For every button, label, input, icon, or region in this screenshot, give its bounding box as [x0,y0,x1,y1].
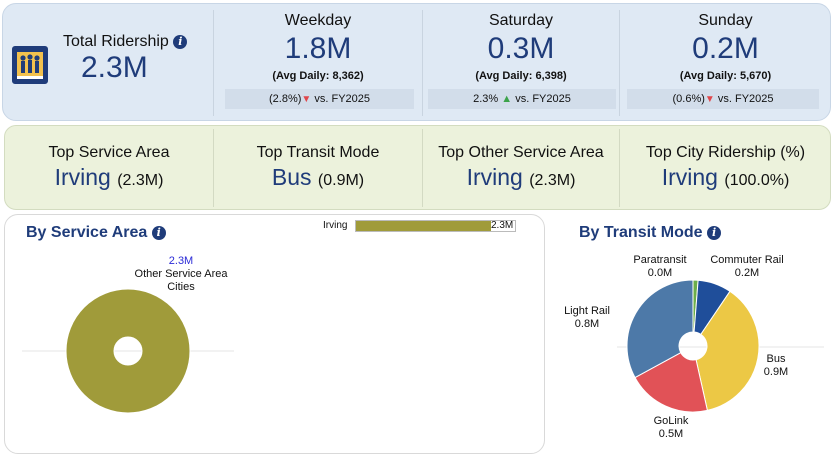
day-avg: (Avg Daily: 6,398) [475,70,567,82]
pie-slice-commuter-rail[interactable] [693,279,731,336]
pie-slice-paratransit[interactable] [692,279,699,333]
divider [422,10,423,116]
service-area-bar[interactable] [355,220,516,232]
total-ridership-value: 2.3M [81,51,148,84]
day-name: Weekday [284,12,352,29]
top-city-ridership: Top City Ridership (%) Irving (100.0%) [645,144,806,190]
bar-label: Irving [323,220,348,231]
day-value: 1.8M [284,32,352,65]
day-name: Sunday [698,12,753,29]
pie-slice-golink[interactable] [634,352,708,413]
divider [619,10,620,116]
slice-value-label: 0.2M [735,267,759,279]
slice-value-label: 0.9M [764,366,788,378]
pie-slice-bus[interactable] [695,290,760,412]
sunday-kpi: Sunday 0.2M (Avg Daily: 5,670) (0.6%)▼ v… [620,4,831,122]
slice-value-label: 0.5M [659,428,683,440]
service-area-panel [4,214,545,454]
slice-value-label: 0.8M [575,318,599,330]
day-change: (0.6%)▼ vs. FY2025 [627,89,819,109]
bar-value: 2.3M [491,220,514,231]
saturday-kpi: Saturday 0.3M (Avg Daily: 6,398) 2.3% ▲ … [423,4,619,122]
kpi-row: Total Ridership i 2.3M Weekday 1.8M (Avg… [2,3,831,121]
weekday-kpi: Weekday 1.8M (Avg Daily: 8,362) (2.8%)▼ … [214,4,422,122]
divider [619,129,620,207]
transit-mode-title: By Transit Mode i [579,224,722,242]
day-avg: (Avg Daily: 8,362) [272,70,364,82]
down-arrow-icon: ▼ [704,94,715,105]
transit-mode-panel [550,214,832,454]
divider [213,129,214,207]
day-name: Saturday [488,12,554,29]
info-icon[interactable]: i [173,35,188,49]
info-icon[interactable]: i [707,226,722,240]
slice-name-label: Bus [767,353,786,365]
service-area-title: By Service Area i [26,224,166,242]
top-other-service-area: Top Other Service Area Irving (2.3M) [438,144,604,190]
day-value: 0.3M [487,32,555,65]
divider [213,10,214,116]
day-change: (2.8%)▼ vs. FY2025 [225,89,414,109]
up-arrow-icon: ▲ [501,93,513,105]
top-transit-mode: Top Transit Mode Bus (0.9M) [256,144,380,190]
top-service-area: Top Service Area Irving (2.3M) [48,144,170,190]
day-avg: (Avg Daily: 5,670) [679,70,772,82]
day-value: 0.2M [692,32,759,65]
total-ridership-label: Total Ridership i [63,33,188,51]
transit-mode-donut[interactable] [626,279,760,413]
pie-slice-light-rail[interactable] [626,279,694,379]
riders-icon [12,46,48,84]
bar-fill [356,221,492,231]
divider [422,129,423,207]
slice-name-label: Commuter Rail [710,254,783,266]
top-stats-row: Top Service Area Irving (2.3M) Top Trans… [4,125,831,210]
down-arrow-icon: ▼ [301,94,312,105]
slice-name-label: Light Rail [564,305,610,317]
slice-name-label: GoLink [654,415,689,427]
slice-value-label: 0.0M [648,267,672,279]
day-change: 2.3% ▲ vs. FY2025 [428,89,616,109]
info-icon[interactable]: i [151,226,166,240]
slice-name-label: Paratransit [633,254,686,266]
